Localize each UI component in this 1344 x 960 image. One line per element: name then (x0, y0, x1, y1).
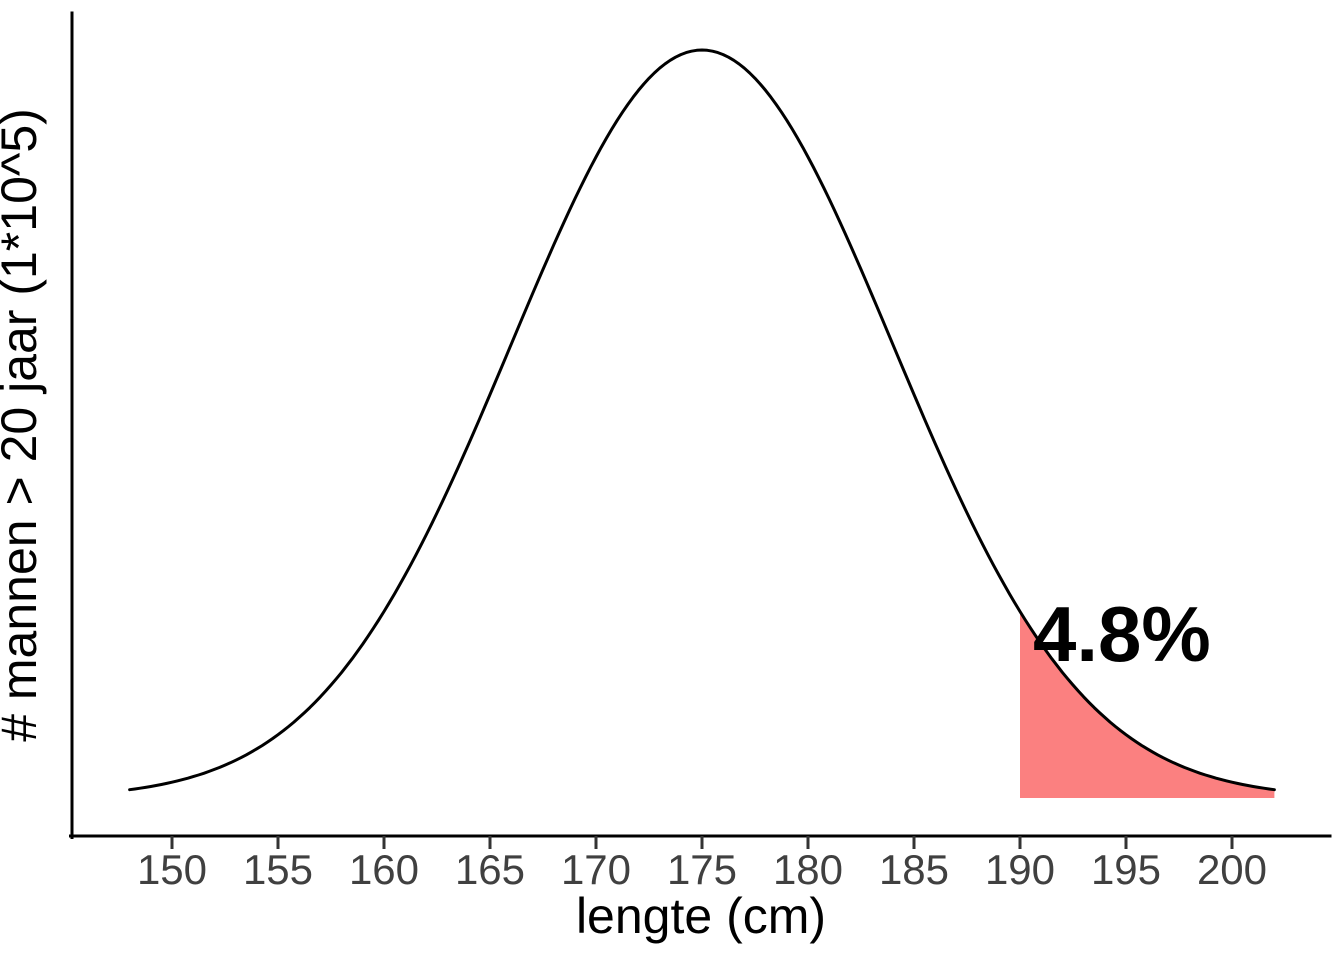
x-tick-label: 170 (561, 846, 631, 893)
tail-percentage-label: 4.8% (1033, 590, 1211, 678)
normal-density-curve (128, 48, 1276, 792)
x-tick-label: 160 (349, 846, 419, 893)
x-tick-label: 180 (773, 846, 843, 893)
x-tick-label: 155 (243, 846, 313, 893)
x-axis-ticks: 150 155 160 165 170 175 180 185 190 195 200 (137, 836, 1267, 893)
x-tick-label: 185 (879, 846, 949, 893)
x-tick-label: 200 (1197, 846, 1267, 893)
y-axis-title: # mannen > 20 jaar (1*10^5) (0, 108, 47, 742)
x-tick-label: 150 (137, 846, 207, 893)
x-tick-label: 195 (1091, 846, 1161, 893)
x-tick-label: 175 (667, 846, 737, 893)
x-tick-label: 165 (455, 846, 525, 893)
x-tick-label: 190 (985, 846, 1055, 893)
shaded-tail-area (1020, 611, 1275, 798)
x-axis-title: lengte (cm) (576, 888, 826, 944)
